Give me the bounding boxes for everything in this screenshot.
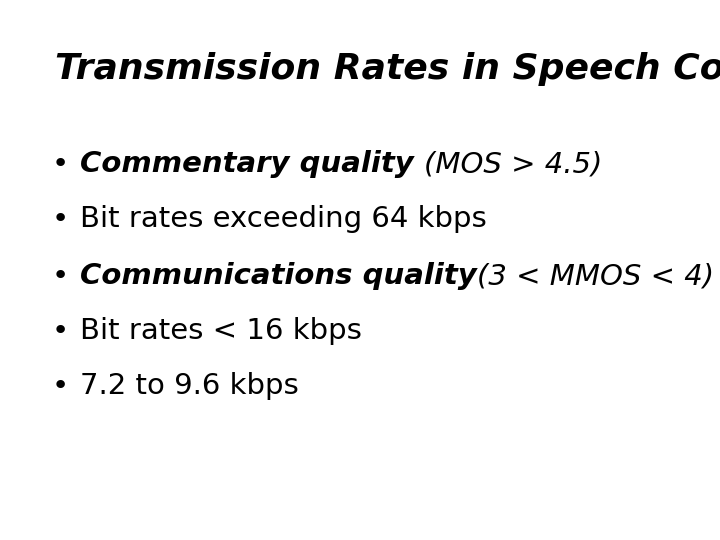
Text: Communications quality: Communications quality (80, 262, 477, 290)
Text: Transmission Rates in Speech Coding: Transmission Rates in Speech Coding (55, 52, 720, 86)
Text: •: • (52, 317, 69, 345)
Text: 7.2 to 9.6 kbps: 7.2 to 9.6 kbps (80, 372, 299, 400)
Text: Commentary quality: Commentary quality (80, 150, 424, 178)
Text: •: • (52, 150, 69, 178)
Text: Bit rates < 16 kbps: Bit rates < 16 kbps (80, 317, 362, 345)
Text: •: • (52, 372, 69, 400)
Text: Bit rates exceeding 64 kbps: Bit rates exceeding 64 kbps (80, 205, 487, 233)
Text: •: • (52, 262, 69, 290)
Text: •: • (52, 205, 69, 233)
Text: (MOS > 4.5): (MOS > 4.5) (424, 150, 602, 178)
Text: (3 < MMOS < 4): (3 < MMOS < 4) (477, 262, 714, 290)
